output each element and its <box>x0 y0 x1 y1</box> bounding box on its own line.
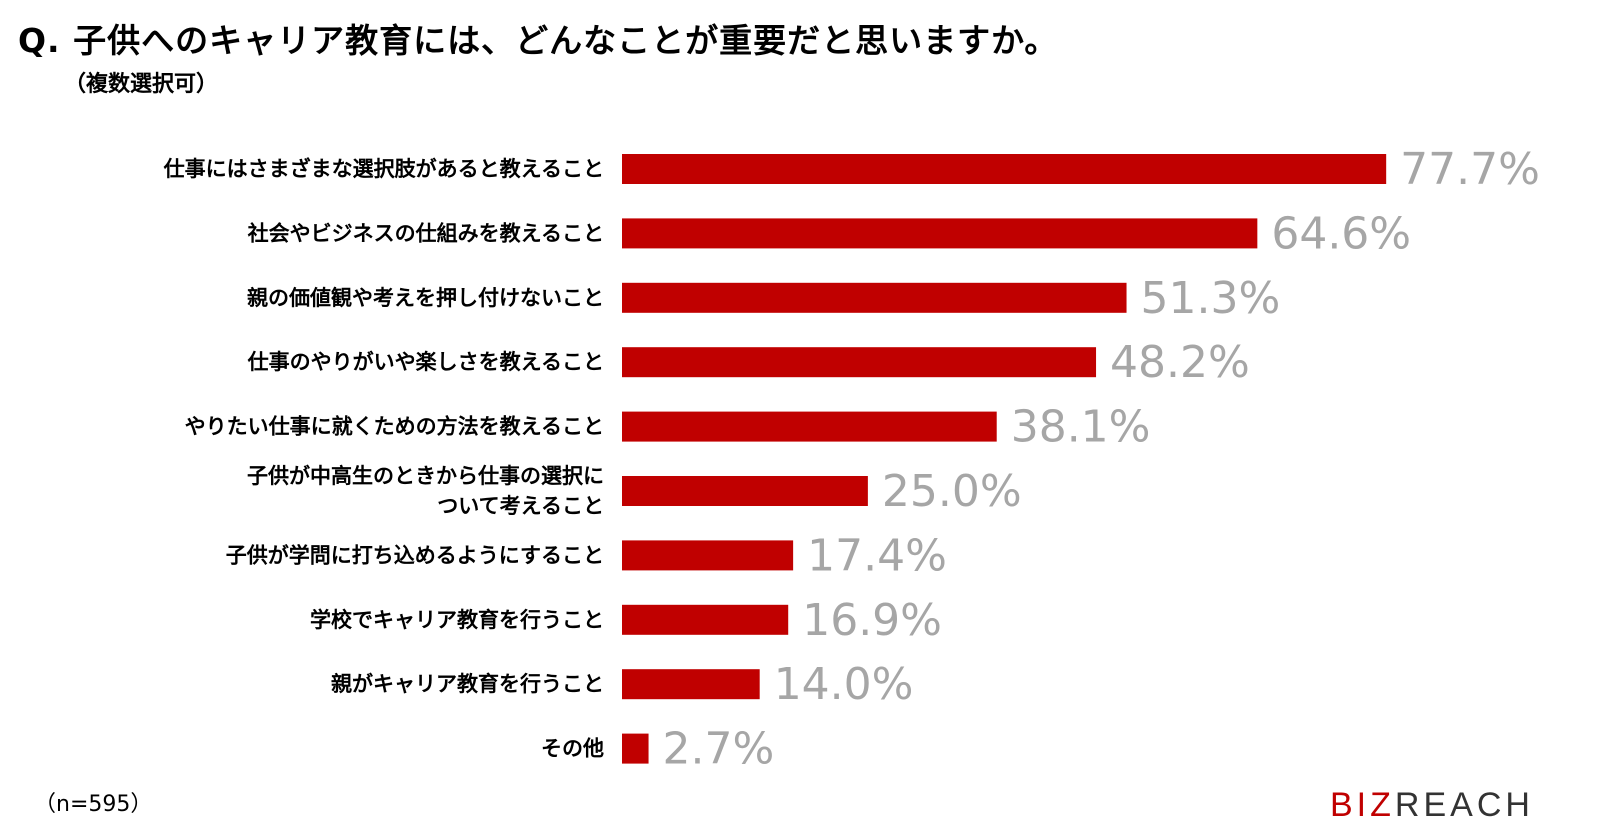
value-label-7: 17.4% <box>807 530 947 581</box>
category-label-2: 社会やビジネスの仕組みを教えること <box>247 221 604 245</box>
logo-text-reach: REACH <box>1395 786 1534 824</box>
value-label-1: 77.7% <box>1400 144 1540 195</box>
category-label-1: 仕事にはさまざまな選択肢があると教えること <box>163 157 604 181</box>
bar-6 <box>622 476 868 506</box>
bar-4 <box>622 347 1097 378</box>
bar-1 <box>622 154 1387 184</box>
bar-5 <box>622 411 997 442</box>
category-label-8: 学校でキャリア教育を行うこと <box>310 608 604 632</box>
category-label-4: 仕事のやりがいや楽しさを教えること <box>247 350 604 374</box>
value-label-4: 48.2% <box>1110 337 1250 388</box>
value-label-10: 2.7% <box>663 724 775 775</box>
bar-2 <box>622 218 1258 249</box>
value-label-3: 51.3% <box>1141 273 1281 324</box>
bar-8 <box>622 604 789 635</box>
sample-size-note: （n=595） <box>34 792 153 817</box>
category-label-10: その他 <box>541 737 604 761</box>
bar-10 <box>622 733 649 764</box>
page-title: Q. 子供へのキャリア教育には、どんなことが重要だと思いますか。 <box>18 21 1059 60</box>
value-label-5: 38.1% <box>1011 402 1151 453</box>
svg-text:BIZREACH: BIZREACH <box>1330 786 1534 824</box>
value-label-6: 25.0% <box>882 466 1022 517</box>
page-subtitle: （複数選択可） <box>64 72 219 97</box>
bar-9 <box>622 669 760 700</box>
category-label-6-line-2: ついて考えること <box>437 494 604 518</box>
category-label-9: 親がキャリア教育を行うこと <box>331 672 604 696</box>
value-label-8: 16.9% <box>802 595 942 646</box>
category-label-6-line-1: 子供が中高生のときから仕事の選択に <box>247 464 604 488</box>
logo-text-biz: BIZ <box>1330 786 1395 824</box>
category-label-3: 親の価値観や考えを押し付けないこと <box>247 286 604 310</box>
bar-7 <box>622 540 794 571</box>
value-label-9: 14.0% <box>774 659 914 710</box>
value-label-2: 64.6% <box>1271 208 1411 259</box>
bizreach-logo: BIZREACH <box>1330 786 1534 824</box>
category-label-5: やりたい仕事に就くための方法を教えること <box>185 415 604 439</box>
category-label-7: 子供が学問に打ち込めるようにすること <box>226 543 604 567</box>
bar-3 <box>622 282 1127 313</box>
